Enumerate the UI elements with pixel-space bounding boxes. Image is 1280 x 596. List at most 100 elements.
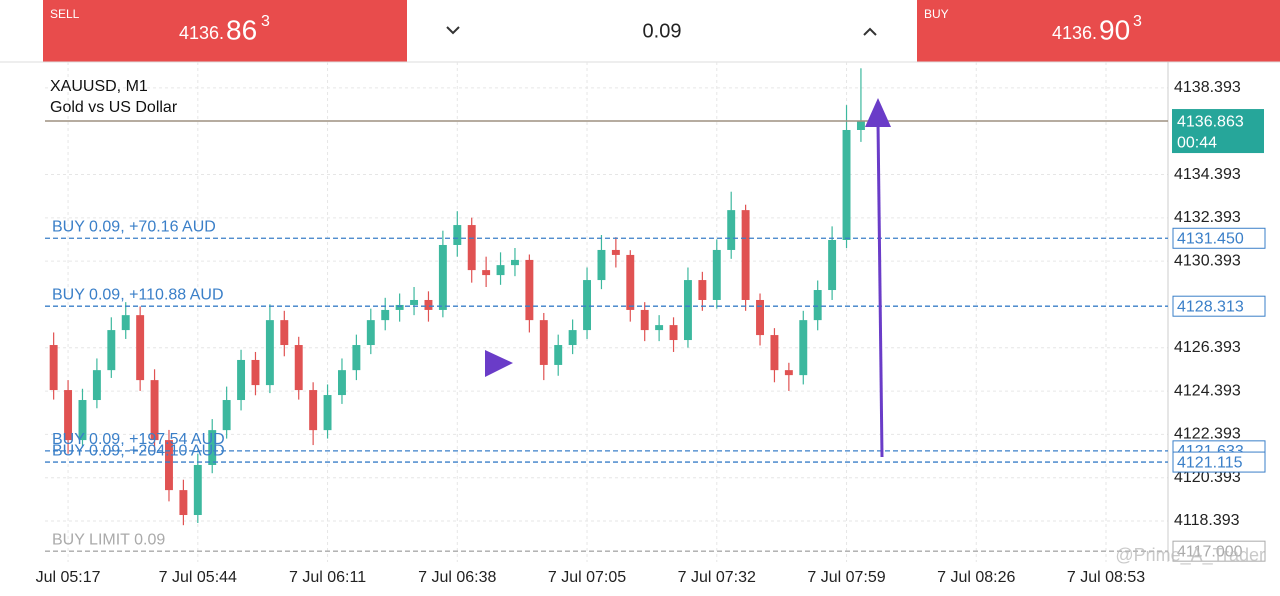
chart-title: XAUUSD, M1 — [50, 78, 148, 95]
candle-body — [583, 280, 592, 331]
candle-body — [626, 254, 635, 310]
volume[interactable]: 0.09 — [643, 20, 682, 42]
candle-body — [424, 299, 433, 310]
candle-body — [741, 210, 750, 300]
candle-body — [265, 320, 274, 386]
candle-body — [64, 390, 73, 441]
x-tick-label: 7 Jul 07:32 — [678, 569, 756, 586]
current-price-time: 00:44 — [1177, 134, 1217, 151]
candle-body — [770, 335, 779, 371]
candle-body — [611, 249, 620, 255]
price-line-label: BUY 0.09, +70.16 AUD — [52, 218, 216, 235]
price-line-label: BUY 0.09, +197.54 AUD — [52, 431, 225, 448]
candle-body — [338, 370, 346, 396]
candle-body — [756, 299, 764, 336]
price-line-box — [1172, 295, 1266, 317]
buy-price-sup: 3 — [1133, 13, 1142, 30]
watermark: @Prime_A_Trader — [1115, 545, 1265, 566]
candle-body — [208, 430, 217, 465]
chart-subtitle: Gold vs US Dollar — [50, 99, 178, 116]
buy-price-big: 90 — [1099, 14, 1130, 45]
decrease-volume[interactable] — [446, 26, 460, 35]
candle-body — [78, 400, 87, 441]
y-tick-label: 4124.393 — [1174, 382, 1241, 399]
candle-body — [107, 330, 116, 371]
x-tick-label: 7 Jul 06:11 — [289, 569, 366, 586]
sell-price-big: 86 — [226, 14, 257, 45]
y-tick-label: 4126.393 — [1174, 339, 1241, 356]
candle-body — [842, 129, 851, 240]
candle-body — [352, 345, 361, 371]
candle-body — [165, 440, 173, 491]
candle-body — [237, 359, 246, 401]
candle-body — [193, 464, 202, 516]
price-line-label: BUY LIMIT 0.09 — [52, 531, 165, 548]
candle-body — [655, 325, 664, 331]
candle-body — [410, 299, 419, 305]
candle-body — [438, 244, 447, 310]
price-line-box — [1172, 540, 1266, 562]
candle-body — [568, 330, 577, 346]
y-tick-label: 4130.393 — [1174, 252, 1241, 269]
candle-body — [150, 380, 159, 441]
candle-body — [496, 265, 505, 276]
candle-body — [453, 225, 462, 245]
candle-body — [482, 270, 491, 276]
price-line-value: 4121.115 — [1177, 454, 1243, 471]
price-line-value: 4128.313 — [1177, 298, 1244, 315]
y-tick-label: 4120.393 — [1174, 469, 1241, 486]
candle-body — [539, 320, 548, 365]
sell-label: SELL — [50, 7, 80, 21]
candle-body — [121, 315, 130, 331]
candle-body — [381, 309, 390, 321]
candle-body — [323, 395, 332, 431]
price-line-box — [1172, 227, 1266, 249]
candle-body — [179, 490, 188, 516]
x-tick-label: 7 Jul 05:44 — [159, 569, 237, 586]
candle-body — [222, 400, 231, 431]
sell-price-small: 4136. — [179, 23, 224, 43]
candle-body — [510, 259, 519, 266]
x-tick-label: 7 Jul 06:38 — [418, 569, 496, 586]
annotation-arrow — [865, 98, 891, 127]
candle-body — [727, 210, 736, 250]
y-tick-label: 4118.393 — [1174, 512, 1240, 529]
play-arrow — [485, 350, 513, 377]
annotation-line — [876, 121, 884, 458]
candle-body — [251, 359, 260, 386]
candle-body — [813, 290, 822, 321]
chart: Jul 05:17 7 Jul 05:44 7 Jul 06:11 7 Jul 06:… — [36, 62, 1266, 586]
candle-body — [467, 225, 476, 271]
y-tick-label: 4138.393 — [1174, 79, 1241, 96]
candle-body — [92, 370, 101, 401]
candle-body — [294, 345, 303, 391]
candle-body — [525, 259, 534, 321]
candle-body — [280, 320, 289, 346]
y-tick-label: 4134.393 — [1174, 166, 1241, 183]
candle-body — [366, 320, 375, 346]
candle-body — [669, 325, 678, 341]
price-line-label: BUY 0.09, +110.88 AUD — [52, 286, 224, 303]
increase-volume[interactable] — [863, 27, 877, 36]
candle-body — [395, 304, 404, 310]
current-price-box — [1172, 109, 1264, 154]
sell-price-sup: 3 — [261, 13, 270, 30]
y-tick-label: 4122.393 — [1174, 426, 1241, 443]
candle-body — [784, 370, 793, 376]
current-price-value: 4136.863 — [1177, 113, 1244, 130]
candle-body — [640, 309, 649, 331]
x-tick-label: 7 Jul 07:05 — [548, 569, 626, 586]
buy-label: BUY — [924, 7, 949, 21]
x-tick-label: 7 Jul 08:26 — [937, 569, 1015, 586]
y-tick-label: 4132.393 — [1174, 209, 1241, 226]
candle-body — [554, 345, 563, 365]
sell-button[interactable] — [43, 0, 407, 62]
x-tick-label: 7 Jul 07:59 — [807, 569, 885, 586]
buy-button[interactable] — [917, 0, 1280, 62]
candle-body — [828, 239, 837, 291]
candle-body — [683, 280, 692, 341]
buy-price-small: 4136. — [1052, 23, 1097, 43]
price-line-value: 4131.450 — [1177, 230, 1244, 247]
